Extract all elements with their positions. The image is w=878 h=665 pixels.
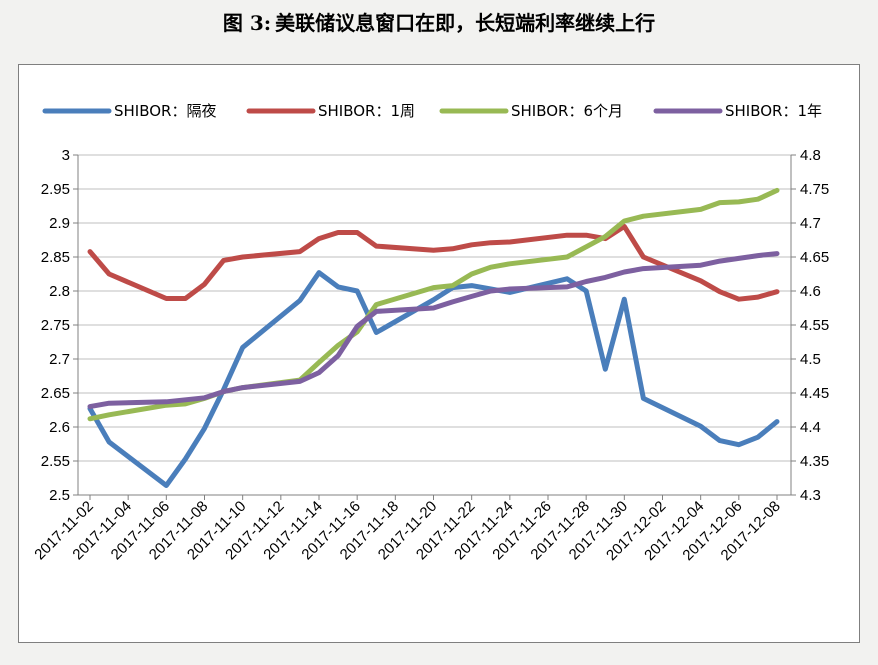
- series-line: [87, 270, 780, 488]
- chart-panel: 2.5 2.55 2.6 2.65 2.7 2.75 2.8 2.85 2.9 2.95 3 4.3 4…: [18, 64, 860, 643]
- right-axis-tick-label: 4.6: [800, 283, 821, 300]
- left-axis-tick-label: 2.95: [41, 181, 70, 198]
- right-axis-tick-label: 4.35: [800, 453, 829, 470]
- legend: SHIBOR：隔夜 SHIBOR：1周 SHIBOR：6个月 SHIBOR：1年: [42, 102, 822, 120]
- left-axis-tick-label: 3: [62, 147, 70, 164]
- figure-number: 图 3:: [222, 11, 272, 35]
- left-axis-tick-label: 2.9: [49, 215, 70, 232]
- right-axis-tick-label: 4.8: [800, 147, 821, 164]
- series-line: [87, 251, 780, 410]
- left-axis-tick-label: 2.75: [41, 317, 70, 334]
- chart-title: 图 3: 美联储议息窗口在即，长短端利率继续上行: [0, 6, 878, 40]
- right-axis-tick-label: 4.7: [800, 215, 821, 232]
- figure-caption: 美联储议息窗口在即，长短端利率继续上行: [275, 11, 656, 35]
- left-axis-tick-label: 2.65: [41, 385, 70, 402]
- right-axis-tick-label: 4.4: [800, 419, 821, 436]
- series-line: [87, 223, 780, 302]
- left-axis-tick-label: 2.7: [49, 351, 70, 368]
- legend-label: SHIBOR：6个月: [511, 102, 623, 120]
- right-axis-tick-label: 4.3: [800, 487, 821, 504]
- series-line: [87, 187, 780, 422]
- left-axis-tick-label: 2.5: [49, 487, 70, 504]
- right-axis-tick-label: 4.55: [800, 317, 829, 334]
- right-axis-tick-label: 4.65: [800, 249, 829, 266]
- gridlines: [78, 154, 791, 496]
- right-axis-tick-label: 4.5: [800, 351, 821, 368]
- left-axis-tick-label: 2.85: [41, 249, 70, 266]
- left-axis-tick-label: 2.6: [49, 419, 70, 436]
- line-chart: 2.5 2.55 2.6 2.65 2.7 2.75 2.8 2.85 2.9 2.95 3 4.3 4…: [31, 102, 829, 564]
- legend-label: SHIBOR：隔夜: [114, 102, 216, 120]
- left-axis-tick-label: 2.55: [41, 453, 70, 470]
- series-lines: [87, 187, 780, 488]
- axes: 2.5 2.55 2.6 2.65 2.7 2.75 2.8 2.85 2.9 2.95 3 4.3 4…: [31, 147, 829, 564]
- legend-label: SHIBOR：1年: [725, 102, 822, 120]
- legend-label: SHIBOR：1周: [318, 102, 415, 120]
- right-axis-tick-label: 4.75: [800, 181, 829, 198]
- left-axis-tick-label: 2.8: [49, 283, 70, 300]
- right-axis-tick-label: 4.45: [800, 385, 829, 402]
